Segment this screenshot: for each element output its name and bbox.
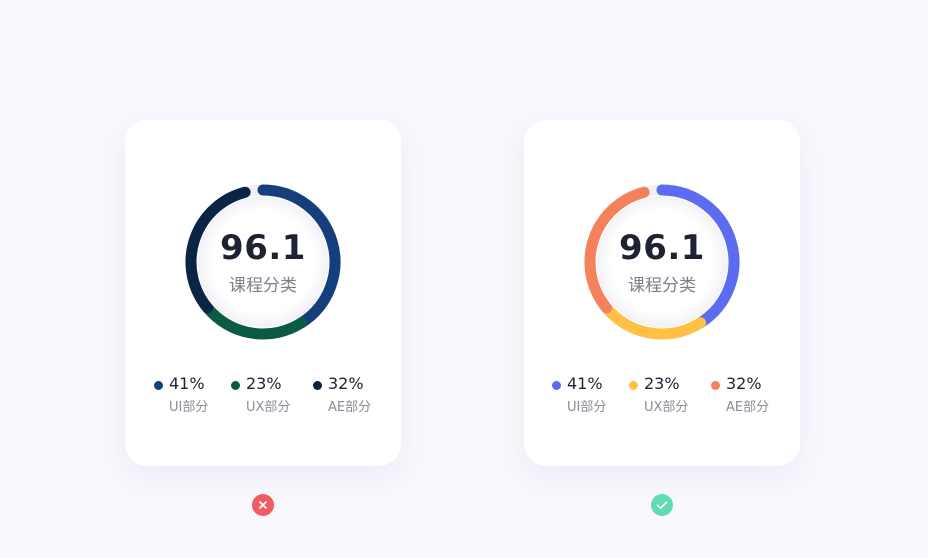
donut-segment-ui bbox=[656, 184, 740, 329]
donut-chart bbox=[185, 184, 341, 340]
legend: 41% UI部分 23% UX部分 32% AE部分 bbox=[125, 374, 401, 424]
center-label: 课程分类 bbox=[229, 276, 297, 296]
donut-inner bbox=[197, 196, 329, 328]
legend-dot-ae bbox=[313, 381, 322, 390]
legend-label-ae: AE部分 bbox=[726, 400, 770, 415]
donut-card-incorrect: 96.1 课程分类 41% UI部分 23% UX部分 32% AE部分 bbox=[125, 120, 401, 466]
legend-percent-ui: 41% bbox=[169, 374, 205, 393]
legend-label-ae: AE部分 bbox=[328, 400, 372, 415]
legend-dot-ux bbox=[629, 381, 638, 390]
donut-segment-ui bbox=[257, 184, 341, 329]
check-icon bbox=[656, 501, 668, 509]
legend-dot-ae bbox=[711, 381, 720, 390]
donut-chart bbox=[584, 184, 740, 340]
legend-dot-ui bbox=[552, 381, 561, 390]
donut-segment-ae bbox=[185, 186, 251, 314]
legend-label-ui: UI部分 bbox=[567, 400, 607, 415]
legend-percent-ae: 32% bbox=[726, 374, 762, 393]
center-value: 96.1 bbox=[220, 228, 306, 268]
legend-label-ui: UI部分 bbox=[169, 400, 209, 415]
donut-inner bbox=[596, 196, 728, 328]
legend-label-ux: UX部分 bbox=[644, 400, 689, 415]
legend-percent-ae: 32% bbox=[328, 374, 364, 393]
donut-segment-ae bbox=[584, 186, 650, 314]
donut-segment-ux bbox=[601, 302, 707, 340]
center-value: 96.1 bbox=[619, 228, 705, 268]
legend-percent-ux: 23% bbox=[644, 374, 680, 393]
legend-percent-ux: 23% bbox=[246, 374, 282, 393]
close-icon bbox=[259, 501, 267, 509]
donut-segment-ux bbox=[202, 302, 308, 340]
legend-dot-ux bbox=[231, 381, 240, 390]
legend-percent-ui: 41% bbox=[567, 374, 603, 393]
center-label: 课程分类 bbox=[628, 276, 696, 296]
legend: 41% UI部分 23% UX部分 32% AE部分 bbox=[524, 374, 800, 424]
incorrect-badge bbox=[252, 494, 274, 516]
legend-dot-ui bbox=[154, 381, 163, 390]
legend-label-ux: UX部分 bbox=[246, 400, 291, 415]
donut-card-correct: 96.1 课程分类 41% UI部分 23% UX部分 32% AE部分 bbox=[524, 120, 800, 466]
correct-badge bbox=[651, 494, 673, 516]
